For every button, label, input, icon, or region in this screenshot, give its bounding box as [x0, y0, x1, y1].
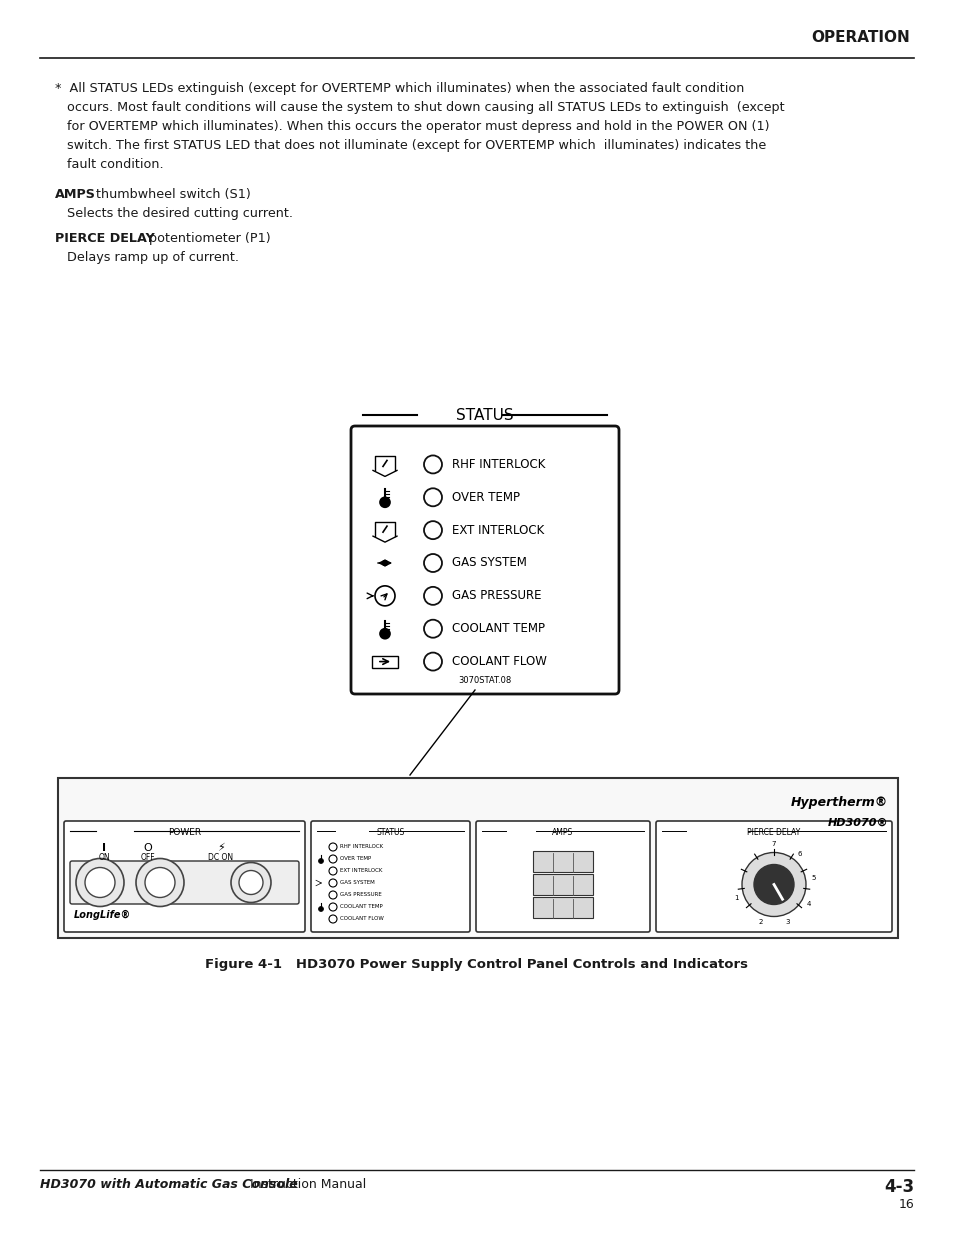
- Circle shape: [423, 456, 441, 473]
- Text: thumbwheel switch (S1): thumbwheel switch (S1): [91, 188, 251, 201]
- Circle shape: [318, 858, 323, 863]
- FancyBboxPatch shape: [351, 426, 618, 694]
- Text: *  All STATUS LEDs extinguish (except for OVERTEMP which illuminates) when the a: * All STATUS LEDs extinguish (except for…: [55, 82, 743, 95]
- FancyBboxPatch shape: [372, 656, 397, 668]
- Text: for OVERTEMP which illuminates). When this occurs the operator must depress and : for OVERTEMP which illuminates). When th…: [55, 120, 769, 133]
- Circle shape: [329, 879, 336, 887]
- Text: PIERCE DELAY: PIERCE DELAY: [55, 232, 154, 245]
- Text: EXT INTERLOCK: EXT INTERLOCK: [452, 524, 543, 537]
- FancyBboxPatch shape: [533, 851, 593, 872]
- Text: 7: 7: [771, 841, 776, 847]
- FancyBboxPatch shape: [533, 874, 593, 895]
- Text: switch. The first STATUS LED that does not illuminate (except for OVERTEMP which: switch. The first STATUS LED that does n…: [55, 140, 765, 152]
- Circle shape: [423, 652, 441, 671]
- Circle shape: [423, 488, 441, 506]
- Text: 4-3: 4-3: [882, 1178, 913, 1195]
- Text: Hypertherm®: Hypertherm®: [790, 797, 887, 809]
- FancyBboxPatch shape: [476, 821, 649, 932]
- FancyBboxPatch shape: [533, 897, 593, 918]
- Text: POWER: POWER: [168, 827, 201, 837]
- Text: STATUS: STATUS: [376, 827, 404, 837]
- Text: COOLANT FLOW: COOLANT FLOW: [339, 916, 383, 921]
- Circle shape: [231, 862, 271, 903]
- Text: O: O: [144, 844, 152, 853]
- Circle shape: [329, 903, 336, 911]
- Text: OVER TEMP: OVER TEMP: [452, 490, 519, 504]
- Text: OVER TEMP: OVER TEMP: [339, 857, 371, 862]
- Text: OFF: OFF: [140, 853, 155, 862]
- FancyBboxPatch shape: [656, 821, 891, 932]
- Circle shape: [329, 855, 336, 863]
- Circle shape: [753, 864, 793, 904]
- Circle shape: [423, 521, 441, 540]
- Circle shape: [329, 915, 336, 923]
- Text: 1: 1: [734, 895, 738, 902]
- Text: 3: 3: [784, 919, 789, 925]
- Text: GAS PRESSURE: GAS PRESSURE: [452, 589, 541, 603]
- Circle shape: [382, 561, 387, 566]
- Text: Figure 4-1   HD3070 Power Supply Control Panel Controls and Indicators: Figure 4-1 HD3070 Power Supply Control P…: [205, 958, 748, 971]
- Text: EXT INTERLOCK: EXT INTERLOCK: [339, 868, 382, 873]
- Text: GAS SYSTEM: GAS SYSTEM: [339, 881, 375, 885]
- Text: RHF INTERLOCK: RHF INTERLOCK: [452, 458, 545, 471]
- Text: COOLANT TEMP: COOLANT TEMP: [452, 622, 544, 635]
- Text: LongLife®: LongLife®: [74, 910, 132, 920]
- Text: HD3070®: HD3070®: [826, 818, 887, 827]
- FancyBboxPatch shape: [58, 778, 897, 939]
- Text: GAS SYSTEM: GAS SYSTEM: [452, 557, 526, 569]
- Text: 5: 5: [810, 874, 815, 881]
- Text: AMPS: AMPS: [552, 827, 573, 837]
- Circle shape: [375, 585, 395, 606]
- Text: 6: 6: [797, 851, 801, 857]
- Circle shape: [423, 620, 441, 637]
- Text: Selects the desired cutting current.: Selects the desired cutting current.: [55, 207, 293, 220]
- Text: I: I: [102, 844, 106, 853]
- Circle shape: [145, 867, 174, 898]
- Text: 2: 2: [758, 919, 761, 925]
- Circle shape: [423, 555, 441, 572]
- Text: 4: 4: [805, 902, 810, 908]
- Text: STATUS: STATUS: [456, 408, 514, 422]
- Text: RHF INTERLOCK: RHF INTERLOCK: [339, 845, 383, 850]
- Text: OPERATION: OPERATION: [810, 31, 909, 46]
- FancyBboxPatch shape: [70, 861, 298, 904]
- Text: COOLANT FLOW: COOLANT FLOW: [452, 655, 546, 668]
- Circle shape: [379, 629, 390, 638]
- Text: GAS PRESSURE: GAS PRESSURE: [339, 893, 381, 898]
- Circle shape: [329, 844, 336, 851]
- Text: ⚡: ⚡: [217, 844, 225, 853]
- Text: 16: 16: [898, 1198, 913, 1212]
- Circle shape: [85, 867, 115, 898]
- FancyBboxPatch shape: [311, 821, 470, 932]
- Text: AMPS: AMPS: [55, 188, 95, 201]
- Circle shape: [741, 852, 805, 916]
- Circle shape: [76, 858, 124, 906]
- Text: PIERCE DELAY: PIERCE DELAY: [746, 827, 800, 837]
- Text: COOLANT TEMP: COOLANT TEMP: [339, 904, 382, 909]
- Text: ON: ON: [98, 853, 110, 862]
- Circle shape: [379, 498, 390, 508]
- Text: Instruction Manual: Instruction Manual: [242, 1178, 366, 1191]
- Text: Delays ramp up of current.: Delays ramp up of current.: [55, 251, 239, 264]
- Text: occurs. Most fault conditions will cause the system to shut down causing all STA: occurs. Most fault conditions will cause…: [55, 101, 783, 114]
- Circle shape: [329, 890, 336, 899]
- FancyBboxPatch shape: [64, 821, 305, 932]
- Text: DC ON: DC ON: [208, 853, 233, 862]
- Text: fault condition.: fault condition.: [55, 158, 164, 170]
- Text: 3070STAT.08: 3070STAT.08: [457, 676, 511, 685]
- Text: HD3070 with Automatic Gas Console: HD3070 with Automatic Gas Console: [40, 1178, 297, 1191]
- Circle shape: [136, 858, 184, 906]
- Circle shape: [239, 871, 263, 894]
- Circle shape: [423, 587, 441, 605]
- Text: potentiometer (P1): potentiometer (P1): [145, 232, 271, 245]
- Circle shape: [318, 906, 323, 911]
- Circle shape: [329, 867, 336, 876]
